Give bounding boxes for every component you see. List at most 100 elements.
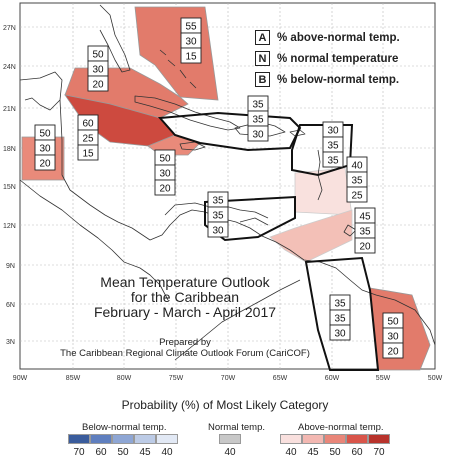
stack-cell — [329, 324, 351, 341]
key-row-below: B % below-normal temp. — [255, 69, 400, 90]
map-title: Mean Temperature Outlook for the Caribbe… — [60, 275, 310, 320]
region-abc — [204, 195, 296, 242]
legend-below-swatch — [90, 434, 112, 444]
stack-value: 50 — [92, 50, 104, 61]
region-stack: 60 25 15 — [77, 114, 99, 161]
region-greater-antilles — [157, 111, 302, 152]
stack-value: 30 — [252, 130, 264, 141]
lon-labels: 90W 85W 80W 75W 70W 65W 60W 55W 50W — [13, 375, 443, 382]
lat-labels: 27N 24N 21N 18N 15N 12N 9N 6N 3N — [3, 25, 16, 346]
key-row-normal: N % normal temperature — [255, 48, 400, 69]
lon-label: 50W — [428, 375, 443, 382]
stack-value: 15 — [185, 52, 197, 63]
stack-cell — [180, 47, 202, 64]
stack-value: 20 — [359, 242, 371, 253]
lat-label: 15N — [3, 184, 16, 191]
stack-value: 35 — [351, 176, 363, 187]
prepared-by: Prepared by The Caribbean Regional Clima… — [30, 337, 340, 359]
stack-value: 30 — [92, 65, 104, 76]
stack-cell — [77, 144, 99, 161]
title-line-1: Mean Temperature Outlook — [100, 274, 270, 290]
stack-value: 30 — [327, 126, 339, 137]
legend-above-tick: 50 — [329, 447, 341, 458]
legend-title: Probability (%) of Most Likely Category — [121, 398, 329, 412]
stack-value: 35 — [212, 196, 224, 207]
key-text: % above-normal temp. — [277, 31, 400, 44]
stack-cell — [354, 237, 376, 254]
region-windward — [294, 167, 353, 216]
outlined-regions — [157, 111, 380, 371]
title-line-2: for the Caribbean — [130, 289, 240, 305]
lat-label: 27N — [3, 25, 16, 32]
stack-value: 25 — [351, 191, 363, 202]
legend-above-swatch — [324, 434, 346, 444]
legend-above-tick: 60 — [351, 447, 363, 458]
stack-value: 35 — [212, 211, 224, 222]
lon-label: 70W — [221, 375, 236, 382]
lat-label: 9N — [6, 263, 15, 270]
region-trinidad — [269, 209, 353, 263]
lon-label: 75W — [169, 375, 184, 382]
legend-normal-label: Normal temp. — [208, 422, 266, 433]
stack-value: 45 — [359, 212, 371, 223]
legend-below-swatch — [68, 434, 90, 444]
legend-below-tick: 40 — [161, 447, 173, 458]
lon-label: 85W — [66, 375, 81, 382]
stack-value: 35 — [334, 314, 346, 325]
prepared-line-1: Prepared by — [159, 337, 211, 348]
legend-below-swatch — [134, 434, 156, 444]
stack-value: 30 — [39, 144, 51, 155]
lon-label: 80W — [117, 375, 132, 382]
stack-value: 25 — [82, 134, 94, 145]
stack-cell — [154, 179, 176, 196]
title-line-3: February - March - April 2017 — [93, 304, 277, 320]
region-stack: 45 35 20 — [354, 207, 376, 254]
region-stack: 30 35 35 — [322, 121, 344, 168]
region-stack: 50 30 20 — [382, 312, 404, 359]
legend-above-swatch — [346, 434, 368, 444]
legend-above-swatch — [280, 434, 302, 444]
lat-label: 24N — [3, 64, 16, 71]
stack-cell — [34, 154, 56, 171]
stack-value: 35 — [252, 115, 264, 126]
stack-cell — [207, 221, 229, 238]
stack-value: 20 — [39, 159, 51, 170]
key-text: % below-normal temp. — [277, 73, 400, 86]
lat-label: 12N — [3, 223, 16, 230]
region-stack: 50 30 20 — [87, 45, 109, 92]
stack-value: 50 — [159, 154, 171, 165]
region-stack: 35 35 30 — [329, 294, 351, 341]
stack-value: 30 — [185, 37, 197, 48]
stack-value: 15 — [82, 149, 94, 160]
stack-value: 50 — [387, 317, 399, 328]
stack-cell — [87, 75, 109, 92]
prepared-line-2: The Caribbean Regional Climate Outlook F… — [60, 348, 310, 359]
stack-value: 35 — [252, 100, 264, 111]
key-text: % normal temperature — [277, 52, 399, 65]
legend-below-tick: 70 — [73, 447, 85, 458]
stack-value: 35 — [327, 156, 339, 167]
key-row-above: A % above-normal temp. — [255, 27, 400, 48]
legend-below-tick: 50 — [117, 447, 129, 458]
region-guyana — [304, 256, 380, 371]
stack-cell — [247, 125, 269, 142]
lat-label: 3N — [6, 339, 15, 346]
stack-value: 35 — [334, 299, 346, 310]
legend-below-label: Below-normal temp. — [82, 422, 167, 433]
legend-above-tick: 40 — [285, 447, 297, 458]
key-letter: N — [255, 51, 270, 66]
region-stack: 40 35 25 — [346, 156, 368, 203]
stack-cell — [382, 342, 404, 359]
stack-value: 55 — [185, 22, 197, 33]
stack-value: 60 — [82, 119, 94, 130]
legend-above-label: Above-normal temp. — [298, 422, 384, 433]
lon-label: 90W — [13, 375, 28, 382]
region-leeward — [291, 124, 354, 177]
legend-below-swatch — [156, 434, 178, 444]
stack-value: 20 — [159, 184, 171, 195]
region-stack: 35 35 30 — [247, 95, 269, 142]
legend-below-tick: 45 — [139, 447, 151, 458]
stack-value: 35 — [359, 227, 371, 238]
lon-label: 65W — [273, 375, 288, 382]
legend-above-swatch — [368, 434, 390, 444]
